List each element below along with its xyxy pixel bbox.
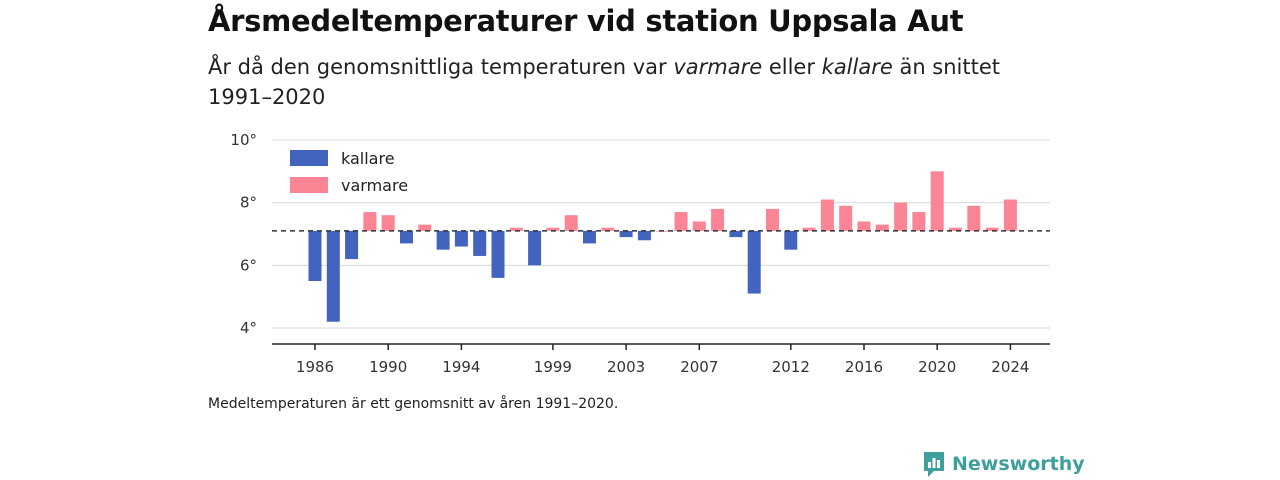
x-tick-label: 2024 bbox=[991, 358, 1029, 376]
bar bbox=[820, 199, 834, 231]
temperature-bar-chart: 4° 6° 8° 10° 1986 1990 1994 1999 2003 2007 2012 20… bbox=[230, 131, 1050, 376]
bar bbox=[985, 227, 999, 231]
bar bbox=[729, 230, 743, 238]
legend: kallare varmare bbox=[290, 149, 408, 195]
bar bbox=[473, 230, 487, 256]
bar bbox=[692, 221, 706, 231]
legend-swatch-colder bbox=[290, 150, 328, 166]
bar bbox=[1003, 199, 1017, 231]
bar bbox=[400, 230, 413, 244]
x-tick-label: 2003 bbox=[607, 358, 645, 376]
bar bbox=[784, 230, 798, 250]
bar bbox=[857, 221, 871, 231]
bar bbox=[967, 205, 981, 231]
bar bbox=[766, 208, 779, 231]
x-axis: 1986 1990 1994 1999 2003 2007 2012 2016 2020 2024 bbox=[296, 344, 1029, 376]
x-tick-label: 1999 bbox=[534, 358, 572, 376]
legend-swatch-warmer bbox=[290, 177, 328, 193]
bar bbox=[381, 215, 395, 231]
chart-subtitle: År då den genomsnittliga temperaturen va… bbox=[208, 52, 1028, 112]
bar bbox=[326, 230, 340, 322]
bar bbox=[912, 212, 926, 231]
subtitle-cold-word: kallare bbox=[821, 55, 893, 79]
y-tick-label: 4° bbox=[240, 319, 257, 337]
x-tick-label: 1994 bbox=[442, 358, 480, 376]
x-tick-label: 1986 bbox=[296, 358, 334, 376]
brand-name: Newsworthy bbox=[952, 453, 1085, 475]
x-tick-label: 1990 bbox=[369, 358, 407, 376]
subtitle-text-2: eller bbox=[762, 55, 822, 79]
y-tick-label: 8° bbox=[240, 194, 257, 212]
footnote: Medeltemperaturen är ett genomsnitt av å… bbox=[208, 396, 619, 412]
subtitle-warm-word: varmare bbox=[673, 55, 763, 79]
newsworthy-logo-icon bbox=[924, 452, 944, 477]
bar bbox=[491, 230, 505, 278]
bar bbox=[454, 230, 468, 247]
bar bbox=[839, 205, 853, 231]
bar bbox=[509, 227, 523, 231]
bar bbox=[528, 230, 542, 266]
bar bbox=[583, 230, 596, 244]
x-tick-label: 2012 bbox=[772, 358, 810, 376]
bar bbox=[564, 215, 578, 231]
bar bbox=[894, 202, 908, 231]
bar bbox=[418, 224, 432, 231]
bar bbox=[601, 227, 615, 231]
bar bbox=[949, 227, 962, 231]
bar bbox=[637, 230, 651, 241]
bar bbox=[711, 208, 725, 231]
y-tick-label: 10° bbox=[230, 131, 257, 149]
legend-label-colder: kallare bbox=[341, 149, 395, 168]
bars bbox=[308, 171, 1017, 322]
bar bbox=[546, 227, 560, 231]
bar bbox=[674, 212, 688, 231]
x-tick-label: 2007 bbox=[680, 358, 718, 376]
bar bbox=[875, 224, 889, 231]
bar bbox=[436, 230, 450, 250]
bar bbox=[802, 227, 816, 231]
bar bbox=[930, 171, 944, 231]
y-tick-label: 6° bbox=[240, 256, 257, 274]
bar bbox=[345, 230, 359, 260]
brand-logo: Newsworthy bbox=[922, 450, 1085, 478]
bar bbox=[747, 230, 761, 294]
subtitle-text-3: än snittet 1991–2020 bbox=[208, 55, 1001, 109]
y-axis: 4° 6° 8° 10° bbox=[230, 131, 257, 337]
grid-lines bbox=[272, 139, 1050, 329]
chart-title: Årsmedeltemperaturer vid station Uppsala… bbox=[208, 4, 964, 38]
legend-label-warmer: varmare bbox=[341, 176, 408, 195]
bar bbox=[619, 230, 633, 238]
subtitle-text-1: År då den genomsnittliga temperaturen va… bbox=[208, 55, 674, 79]
x-tick-label: 2016 bbox=[845, 358, 883, 376]
bar bbox=[308, 230, 322, 281]
x-tick-label: 2020 bbox=[918, 358, 956, 376]
bar bbox=[363, 212, 377, 231]
